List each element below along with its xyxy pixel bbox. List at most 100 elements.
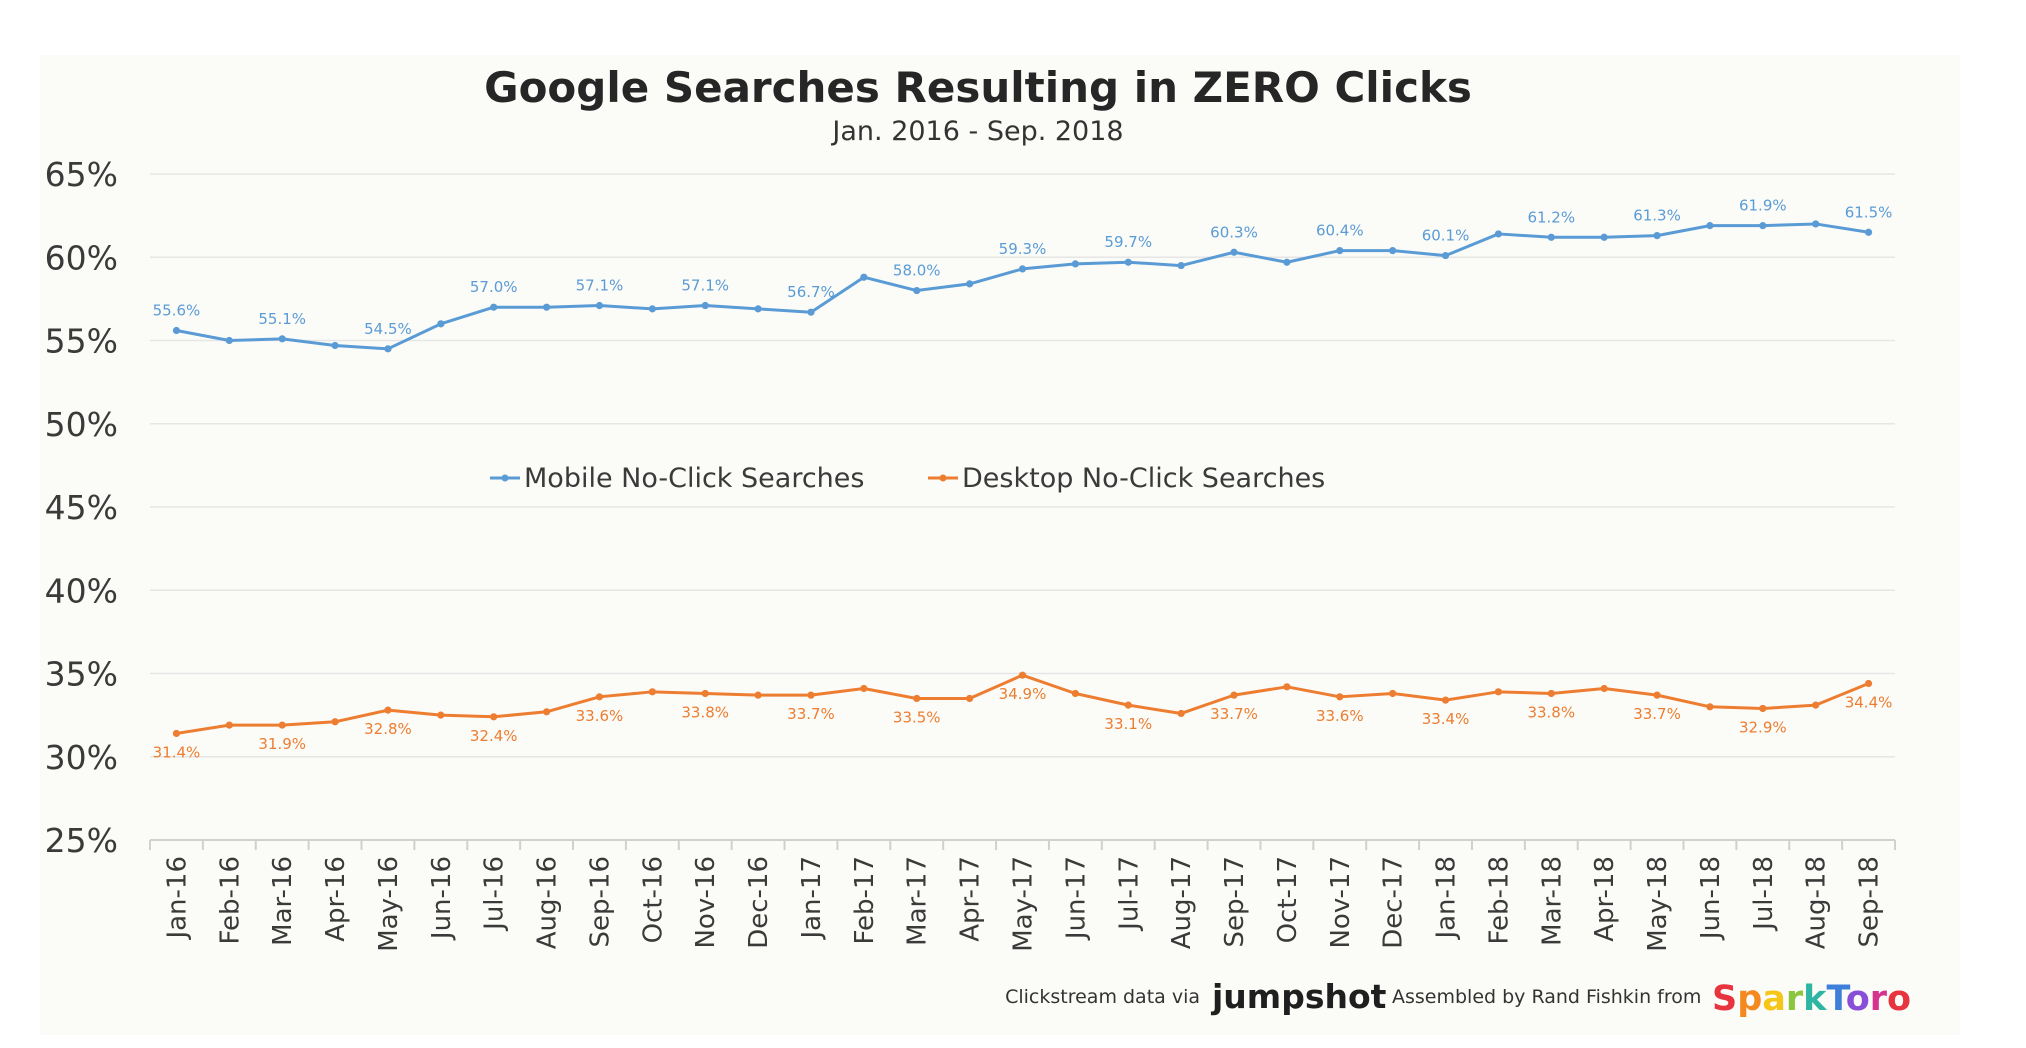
assembled-credit: Assembled by Rand Fishkin from [1392, 986, 1701, 1008]
x-tick-label: Apr-17 [956, 856, 986, 942]
x-tick-label: May-17 [1009, 856, 1039, 952]
data-point [1071, 689, 1079, 698]
y-tick-label: 30% [45, 738, 118, 777]
y-tick-label: 25% [45, 821, 118, 860]
data-point [172, 729, 181, 738]
x-tick-label: Mar-18 [1537, 856, 1567, 946]
x-tick-label: Mar-17 [903, 856, 933, 946]
x-tick-label: Mar-16 [268, 856, 298, 946]
data-label: 33.4% [1422, 710, 1470, 728]
x-tick-label: Jan-17 [797, 856, 827, 941]
data-point [331, 718, 339, 726]
data-label: 58.0% [893, 262, 941, 280]
data-label: 61.2% [1527, 208, 1575, 226]
data-point [807, 691, 815, 699]
data-point [1706, 703, 1714, 711]
x-tick-label: Aug-17 [1167, 856, 1197, 949]
data-point [384, 706, 392, 714]
data-point [701, 689, 709, 698]
y-tick-label: 40% [45, 571, 118, 610]
data-label: 33.6% [1316, 707, 1364, 725]
sparktoro-logo: SparkToro [1712, 979, 1911, 1019]
x-tick-label: Feb-17 [850, 856, 880, 945]
data-point [1812, 701, 1820, 709]
data-label: 33.5% [893, 708, 941, 726]
data-point [1653, 691, 1661, 699]
data-point [490, 303, 498, 311]
chart-background [40, 55, 1960, 1035]
data-point [648, 305, 656, 313]
data-label: 57.0% [470, 278, 518, 296]
x-tick-label: Oct-16 [638, 856, 668, 943]
data-point [1653, 232, 1661, 240]
x-tick-label: May-16 [374, 856, 404, 952]
data-label: 60.3% [1210, 223, 1258, 241]
y-axis: 25% 30% 35% 40% 45% 50% 55% 60% 65% [45, 155, 118, 860]
data-label: 57.1% [576, 277, 624, 295]
x-tick-label: Jul-16 [480, 856, 510, 932]
data-point [1389, 689, 1397, 698]
data-label: 56.7% [787, 283, 835, 301]
data-point [1706, 222, 1714, 230]
legend-label-mobile: Mobile No-Click Searches [524, 463, 864, 494]
jumpshot-logo: jumpshot [1210, 977, 1387, 1016]
data-label: 32.8% [364, 720, 412, 738]
y-tick-label: 65% [45, 155, 118, 194]
data-point [595, 693, 604, 701]
legend: Mobile No-Click Searches Desktop No-Clic… [490, 463, 1325, 494]
footer-credits: Clickstream data via jumpshot Assembled … [1005, 977, 1911, 1019]
data-label: 59.7% [1104, 233, 1152, 251]
y-tick-label: 50% [45, 405, 118, 444]
data-label: 32.4% [470, 727, 518, 745]
data-point [807, 308, 815, 316]
data-point [384, 345, 392, 353]
y-tick-label: 45% [45, 488, 118, 527]
data-label: 33.8% [681, 703, 729, 721]
x-tick-label: Dec-16 [744, 856, 774, 949]
x-tick-label: Jul-18 [1749, 856, 1779, 932]
x-tick-label: Jun-18 [1696, 856, 1726, 941]
data-point [278, 721, 286, 729]
data-point [331, 341, 339, 350]
data-point [754, 691, 762, 699]
x-tick-label: Jun-17 [1061, 856, 1091, 941]
data-point [490, 713, 498, 721]
x-tick-label: Nov-17 [1326, 856, 1356, 949]
x-tick-label: Jun-16 [427, 856, 457, 941]
data-labels: 55.6% 55.1% 54.5% 57.0% 57.1% 57.1% 56.7% 58.0%… [153, 197, 1893, 762]
x-tick-label: Oct-17 [1273, 856, 1303, 943]
data-label: 33.7% [787, 705, 835, 723]
data-point [1018, 671, 1027, 679]
data-point [278, 335, 286, 343]
legend-item-mobile: Mobile No-Click Searches [490, 463, 864, 494]
data-label: 32.9% [1739, 718, 1787, 736]
data-point [1812, 220, 1820, 228]
legend-label-desktop: Desktop No-Click Searches [962, 463, 1325, 494]
data-point [1864, 679, 1873, 688]
data-point [1441, 696, 1450, 704]
data-label: 57.1% [681, 277, 729, 295]
data-point [1864, 228, 1873, 236]
data-point [1441, 251, 1450, 260]
data-point [1759, 222, 1767, 230]
data-label: 60.4% [1316, 222, 1364, 240]
x-tick-label: Apr-18 [1590, 856, 1620, 942]
data-point [1018, 265, 1027, 273]
x-tick-label: Aug-18 [1802, 856, 1832, 949]
data-label: 59.3% [999, 240, 1047, 258]
data-point [1177, 709, 1185, 718]
data-point [437, 711, 445, 719]
data-point [225, 721, 233, 729]
x-tick-label: Aug-16 [533, 856, 563, 949]
x-tick-label: Dec-17 [1379, 856, 1409, 949]
data-point [913, 286, 921, 295]
data-label: 31.9% [258, 735, 306, 753]
data-point [1177, 261, 1185, 270]
data-point [860, 684, 868, 693]
legend-item-desktop: Desktop No-Click Searches [928, 463, 1325, 494]
data-point [1547, 233, 1555, 241]
data-point [966, 280, 974, 288]
data-point [225, 336, 233, 345]
data-label: 61.9% [1739, 197, 1787, 215]
data-point [1759, 704, 1767, 713]
